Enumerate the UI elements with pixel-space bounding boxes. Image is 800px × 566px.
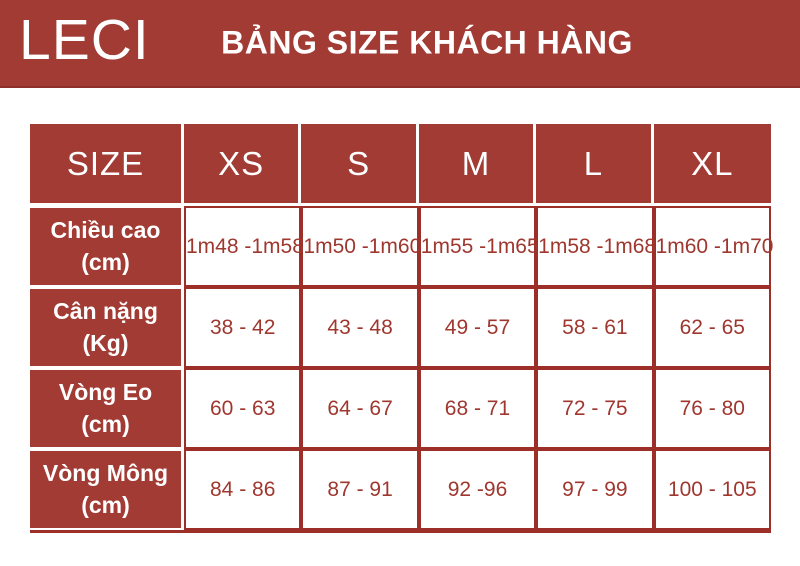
table-row-weight: Cân nặng (Kg) 38 - 42 43 - 48 49 - 57 58… (30, 287, 771, 368)
row-label-unit: (Kg) (82, 329, 129, 356)
row-label-text: Vòng Eo (58, 379, 153, 406)
data-cell: 76 - 80 (653, 368, 771, 449)
data-cell: 1m50 -1m60 (301, 206, 421, 287)
row-label-unit: (cm) (81, 491, 130, 518)
table-row-hips: Vòng Mông (cm) 84 - 86 87 - 91 92 -96 97… (30, 449, 771, 530)
data-cell: 97 - 99 (536, 449, 654, 530)
data-cell: 62 - 65 (653, 287, 771, 368)
data-cell: 1m48 -1m58 (184, 206, 304, 287)
size-table-container: SIZE XS S M L XL Chiều cao (cm) 1m48 -1m… (30, 124, 800, 533)
size-header-row: SIZE XS S M L XL (30, 124, 771, 206)
row-label-height: Chiều cao (cm) (30, 206, 184, 287)
data-cell: 1m60 -1m70 (653, 206, 773, 287)
data-cell: 60 - 63 (184, 368, 302, 449)
row-label-text: Vòng Mông (42, 460, 169, 487)
column-header-l: L (536, 124, 654, 206)
data-cell: 1m58 -1m68 (536, 206, 656, 287)
data-cell: 43 - 48 (301, 287, 419, 368)
table-row-height: Chiều cao (cm) 1m48 -1m58 1m50 -1m60 1m5… (30, 206, 773, 287)
corner-header-cell: SIZE (30, 124, 184, 206)
column-header-s: S (301, 124, 419, 206)
data-cell: 38 - 42 (184, 287, 302, 368)
data-cell: 1m55 -1m65 (418, 206, 539, 287)
data-cell: 84 - 86 (184, 449, 302, 530)
data-cell: 58 - 61 (536, 287, 654, 368)
table-row-waist: Vòng Eo (cm) 60 - 63 64 - 67 68 - 71 72 … (30, 368, 771, 449)
row-label-hips: Vòng Mông (cm) (30, 449, 184, 530)
row-label-text: Chiều cao (50, 217, 161, 244)
data-cell: 100 - 105 (653, 449, 771, 530)
header-band: LECI BẢNG SIZE KHÁCH HÀNG (0, 0, 800, 88)
row-label-unit: (cm) (81, 248, 130, 275)
page-title: BẢNG SIZE KHÁCH HÀNG (221, 24, 633, 61)
data-cell: 68 - 71 (418, 368, 537, 449)
row-label-waist: Vòng Eo (cm) (30, 368, 184, 449)
data-cell: 49 - 57 (418, 287, 537, 368)
size-table: SIZE XS S M L XL Chiều cao (cm) 1m48 -1m… (30, 124, 773, 533)
row-label-unit: (cm) (81, 410, 130, 437)
data-cell: 87 - 91 (301, 449, 419, 530)
data-cell: 92 -96 (418, 449, 537, 530)
column-header-m: M (418, 124, 537, 206)
column-header-xs: XS (184, 124, 302, 206)
row-label-text: Cân nặng (53, 298, 158, 325)
row-label-weight: Cân nặng (Kg) (30, 287, 184, 368)
data-cell: 72 - 75 (536, 368, 654, 449)
data-cell: 64 - 67 (301, 368, 419, 449)
column-header-xl: XL (653, 124, 771, 206)
brand-logo: LECI (19, 8, 150, 73)
